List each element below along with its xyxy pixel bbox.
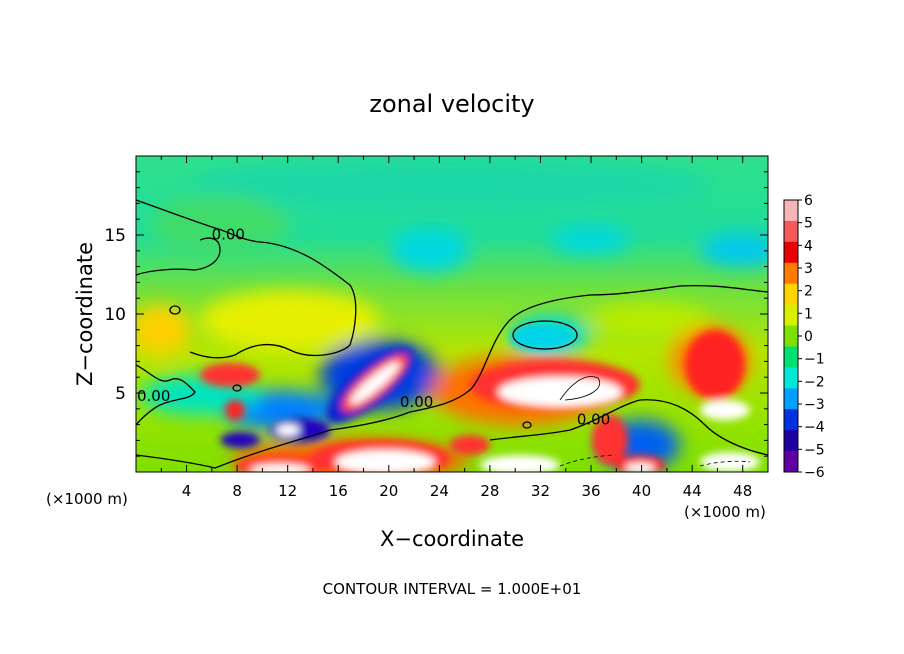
zero-contour [512, 320, 578, 350]
field-blob [335, 450, 435, 472]
colorbar-swatch [784, 346, 798, 368]
x-tick-label: 16 [329, 482, 348, 500]
field-blob [250, 464, 310, 472]
colorbar-label: −6 [804, 465, 825, 481]
colorbar-label: 0 [804, 329, 813, 345]
colorbar-label: −4 [804, 420, 825, 436]
field-blob [700, 400, 750, 420]
zero-contour [232, 384, 242, 392]
contour-label: 0.00 [137, 387, 170, 405]
x-tick-label: 28 [480, 482, 499, 500]
zero-contour [136, 284, 768, 469]
colorbar-swatch [784, 283, 798, 306]
x-unit-right: (×1000 m) [684, 503, 766, 521]
y-tick-label: 15 [104, 226, 126, 246]
colorbar-label: −2 [804, 374, 825, 390]
x-tick-label: 44 [683, 482, 702, 500]
x-tick-label: 40 [632, 482, 651, 500]
colorbar-swatch [784, 367, 798, 389]
field-blob [450, 435, 490, 455]
field-blob [625, 463, 655, 472]
field-blob [136, 305, 190, 355]
field-blob [276, 424, 300, 436]
field-blob [225, 400, 245, 420]
x-tick-label: 32 [531, 482, 550, 500]
colorbar-swatch [784, 220, 798, 243]
zero-contour [489, 399, 768, 456]
colorbar-swatch [784, 262, 798, 285]
field-blob [685, 330, 745, 400]
negative-contour [559, 454, 616, 467]
colorbar-swatch [784, 409, 798, 431]
y-tick-label: 10 [104, 305, 126, 325]
field-blob [150, 195, 290, 255]
colorbar-swatch [784, 388, 798, 410]
x-tick-label: 36 [581, 482, 600, 500]
colorbar-swatch [784, 200, 798, 222]
colorbar: 6 5 4 3 2 1 0 −1 −2 −3 −4 −5 −6 [783, 193, 825, 481]
colorbar-label: 2 [804, 284, 813, 300]
colorbar-label: −3 [804, 397, 825, 413]
colorbar-swatch [784, 241, 798, 264]
x-axis-label: X−coordinate [380, 527, 524, 551]
colorbar-swatch [784, 451, 798, 473]
contour-label: 0.00 [400, 393, 433, 411]
colorbar-swatch [784, 430, 798, 452]
field-blob [550, 226, 630, 254]
field-blob [510, 326, 570, 350]
colorbar-label: −1 [804, 352, 825, 368]
colorbar-label: 3 [804, 261, 813, 277]
field-blob [200, 363, 260, 387]
negative-contour [559, 376, 601, 401]
field-blob [190, 157, 710, 213]
x-unit-left: (×1000 m) [46, 490, 128, 508]
colorbar-label: 1 [804, 306, 813, 322]
field-blob [390, 228, 470, 272]
zero-contour [522, 421, 532, 429]
colorbar-label: 4 [804, 238, 813, 254]
field-blob [220, 432, 260, 448]
y-tick-label: 5 [115, 384, 126, 404]
x-tick-label: 12 [278, 482, 297, 500]
contour-label: 0.00 [577, 411, 610, 429]
contour-interval-footer: CONTOUR INTERVAL = 1.000E+01 [323, 580, 582, 598]
chart-title: zonal velocity [369, 90, 534, 118]
field-blob [592, 415, 628, 465]
x-tick-label: 20 [379, 482, 398, 500]
heatmap-field: 0.00 0.00 0.00 0.00 [136, 156, 768, 472]
y-axis-label: Z−coordinate [73, 242, 97, 386]
field-blob [700, 234, 768, 266]
colorbar-label: 6 [804, 193, 813, 209]
colorbar-swatch [784, 304, 798, 327]
zero-contour [169, 305, 181, 315]
zero-contour [136, 199, 357, 359]
contour-label: 0.00 [212, 226, 245, 244]
field-blob [350, 361, 400, 405]
x-tick-label: 8 [232, 482, 242, 500]
x-tick-label: 24 [430, 482, 449, 500]
colorbar-swatch [784, 325, 798, 347]
colorbar-label: −5 [804, 442, 825, 458]
x-tick-label: 48 [733, 482, 752, 500]
x-tick-label: 4 [182, 482, 192, 500]
colorbar-label: 5 [804, 216, 813, 232]
field-blob [700, 452, 760, 472]
field-blob [590, 302, 710, 338]
zero-contour [136, 237, 221, 276]
zero-contour [136, 364, 196, 426]
field-blob [200, 290, 380, 350]
field-blob [498, 377, 622, 407]
